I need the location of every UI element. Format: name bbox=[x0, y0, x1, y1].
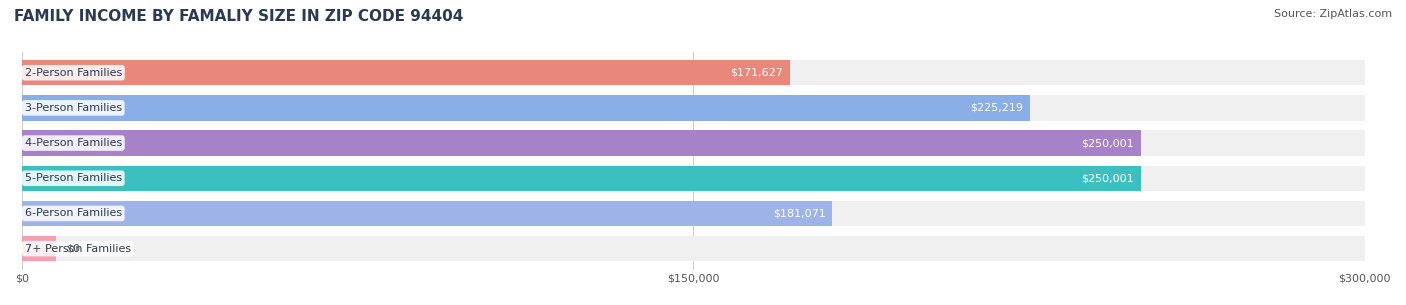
Text: 7+ Person Families: 7+ Person Families bbox=[25, 244, 131, 254]
Text: $181,071: $181,071 bbox=[773, 208, 825, 218]
Text: 2-Person Families: 2-Person Families bbox=[25, 68, 122, 78]
Bar bbox=[22, 201, 832, 226]
Text: FAMILY INCOME BY FAMALIY SIZE IN ZIP CODE 94404: FAMILY INCOME BY FAMALIY SIZE IN ZIP COD… bbox=[14, 9, 464, 24]
Bar bbox=[22, 60, 790, 85]
Text: 6-Person Families: 6-Person Families bbox=[25, 208, 122, 218]
Text: $250,001: $250,001 bbox=[1081, 173, 1135, 183]
Bar bbox=[22, 60, 1365, 85]
Text: $0: $0 bbox=[66, 244, 80, 254]
Bar bbox=[22, 201, 1365, 226]
Text: $225,219: $225,219 bbox=[970, 103, 1024, 113]
Text: 5-Person Families: 5-Person Families bbox=[25, 173, 122, 183]
Bar bbox=[22, 166, 1140, 191]
Text: Source: ZipAtlas.com: Source: ZipAtlas.com bbox=[1274, 9, 1392, 19]
Text: 4-Person Families: 4-Person Families bbox=[25, 138, 122, 148]
Bar bbox=[22, 131, 1365, 156]
Bar bbox=[22, 236, 1365, 261]
Bar bbox=[22, 95, 1365, 120]
Text: 3-Person Families: 3-Person Families bbox=[25, 103, 122, 113]
Bar bbox=[22, 166, 1365, 191]
Bar bbox=[22, 236, 56, 261]
Bar bbox=[22, 95, 1031, 120]
Text: $250,001: $250,001 bbox=[1081, 138, 1135, 148]
Bar bbox=[22, 131, 1140, 156]
Text: $171,627: $171,627 bbox=[731, 68, 783, 78]
